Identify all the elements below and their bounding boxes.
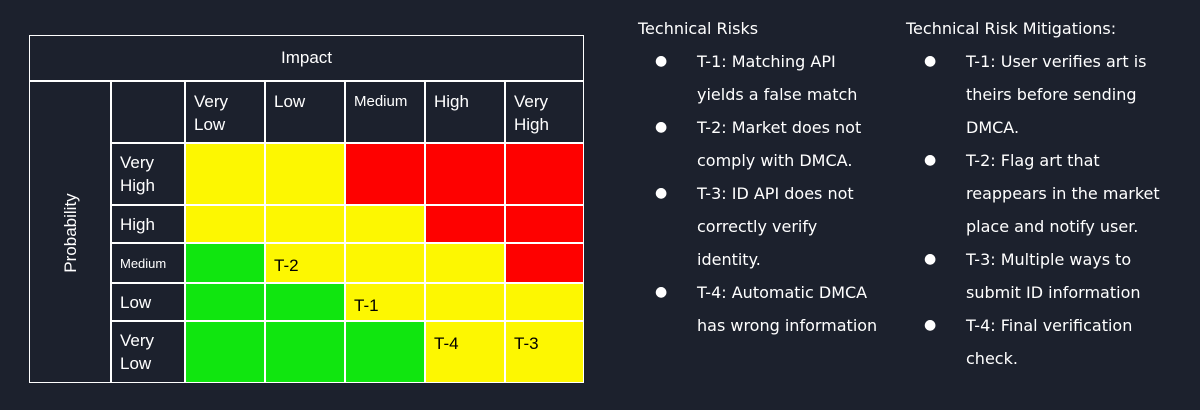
risk-item: ● T-4: Automatic DMCA has wrong informati…: [655, 276, 885, 342]
impact-col-medium: Medium: [345, 81, 425, 143]
risk-cell-low: [185, 321, 265, 383]
risk-cell-medium: [425, 283, 505, 321]
bullet-icon: ●: [655, 53, 668, 69]
risk-cell-medium: T-3: [505, 321, 584, 383]
bullet-icon: ●: [655, 119, 668, 135]
mitigation-item-text: T-1: User verifies art is theirs before …: [966, 52, 1147, 137]
bullet-icon: ●: [924, 152, 937, 168]
mitigations-title: Technical Risk Mitigations:: [906, 19, 1117, 38]
risk-item: ● T-2: Market does not comply with DMCA.: [655, 111, 885, 177]
risk-cell-high: [345, 143, 425, 205]
risk-cell-medium: T-2: [265, 243, 345, 283]
impact-col-high: High: [425, 81, 505, 143]
mitigation-item-text: T-4: Final verification check.: [966, 316, 1133, 368]
risk-cell-medium: [265, 205, 345, 243]
impact-col-very-low: Very Low: [185, 81, 265, 143]
mitigation-item-text: T-2: Flag art that reappears in the mark…: [966, 151, 1160, 236]
risk-item: ● T-1: Matching API yields a false match: [655, 45, 885, 111]
bullet-icon: ●: [655, 284, 668, 300]
risk-cell-high: [505, 243, 584, 283]
risk-cell-medium: T-4: [425, 321, 505, 383]
matrix-corner: [111, 81, 185, 143]
probability-axis-title-cell: Probability: [29, 81, 111, 383]
risk-cell-low: [345, 321, 425, 383]
impact-col-low: Low: [265, 81, 345, 143]
probability-axis-title: Probability: [61, 193, 80, 273]
risk-item-text: T-4: Automatic DMCA has wrong informatio…: [697, 283, 878, 335]
risk-cell-high: [425, 205, 505, 243]
probability-row-low: Low: [111, 283, 185, 321]
technical-risks-list: ● T-1: Matching API yields a false match …: [655, 45, 885, 342]
risk-cell-medium: T-1: [345, 283, 425, 321]
bullet-icon: ●: [924, 251, 937, 267]
bullet-icon: ●: [924, 53, 937, 69]
impact-axis-title: Impact: [29, 35, 584, 81]
impact-col-very-high: Very High: [505, 81, 584, 143]
risk-cell-low: [265, 283, 345, 321]
risk-cell-low: [265, 321, 345, 383]
probability-row-high: High: [111, 205, 185, 243]
bullet-icon: ●: [655, 185, 668, 201]
risk-cell-medium: [345, 243, 425, 283]
bullet-icon: ●: [924, 317, 937, 333]
risk-item-text: T-1: Matching API yields a false match: [697, 52, 858, 104]
mitigation-item: ● T-2: Flag art that reappears in the mar…: [924, 144, 1174, 243]
risk-cell-low: [185, 283, 265, 321]
probability-row-medium: Medium: [111, 243, 185, 283]
risk-cell-medium: [265, 143, 345, 205]
mitigation-item: ● T-4: Final verification check.: [924, 309, 1174, 375]
risk-cell-medium: [345, 205, 425, 243]
risk-matrix: Impact Probability Very Low Low Medium H…: [29, 35, 584, 383]
risk-cell-medium: [185, 143, 265, 205]
risk-cell-high: [425, 143, 505, 205]
risk-cell-high: [505, 143, 584, 205]
risk-cell-medium: [185, 205, 265, 243]
risk-item-text: T-2: Market does not comply with DMCA.: [697, 118, 862, 170]
risk-item: ● T-3: ID API does not correctly verify i…: [655, 177, 885, 276]
risk-cell-low: [185, 243, 265, 283]
probability-row-very-low: Very Low: [111, 321, 185, 383]
probability-row-very-high: Very High: [111, 143, 185, 205]
mitigation-item: ● T-1: User verifies art is theirs before…: [924, 45, 1174, 144]
risk-item-text: T-3: ID API does not correctly verify id…: [697, 184, 854, 269]
technical-risks-title: Technical Risks: [638, 19, 759, 38]
mitigations-list: ● T-1: User verifies art is theirs before…: [924, 45, 1174, 375]
mitigation-item: ● T-3: Multiple ways to submit ID informa…: [924, 243, 1174, 309]
mitigation-item-text: T-3: Multiple ways to submit ID informat…: [966, 250, 1141, 302]
risk-cell-medium: [425, 243, 505, 283]
risk-cell-medium: [505, 283, 584, 321]
risk-cell-high: [505, 205, 584, 243]
